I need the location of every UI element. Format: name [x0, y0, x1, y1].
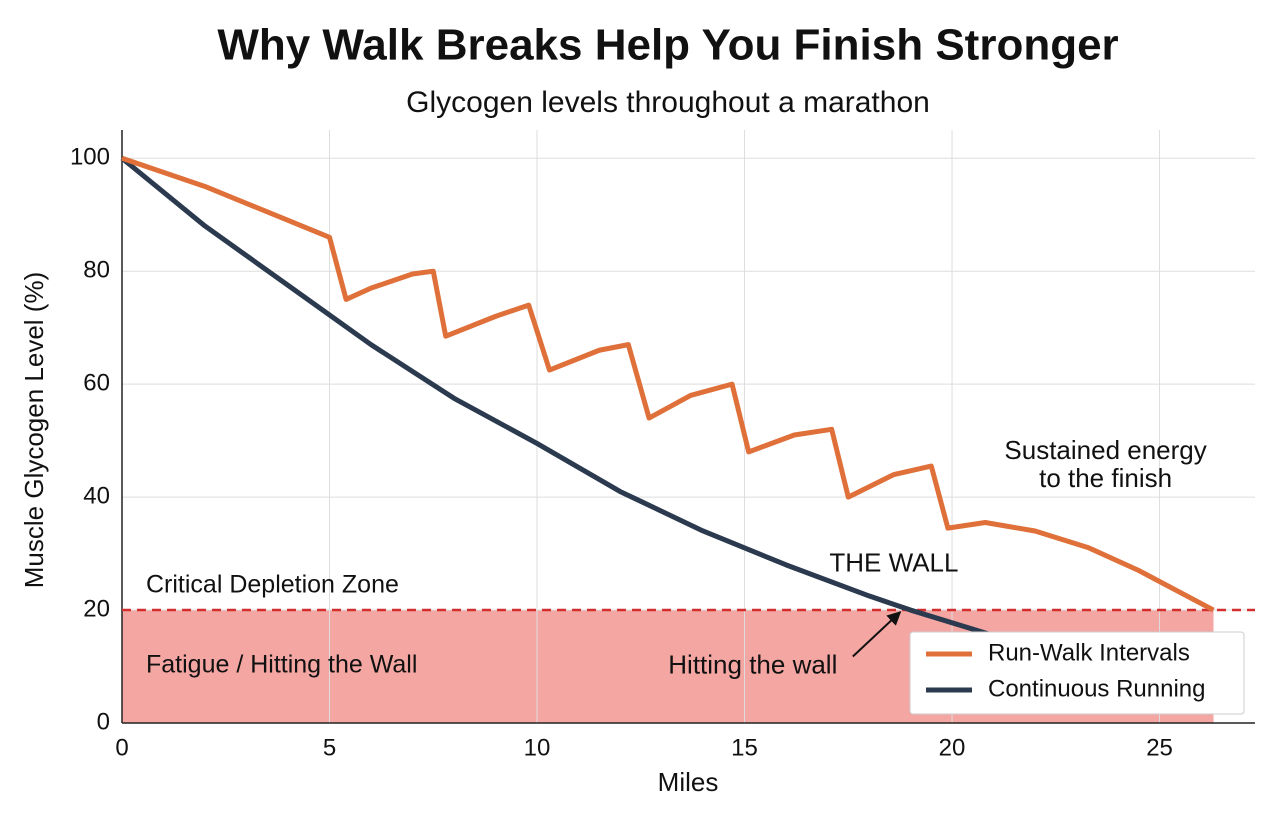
annotation: Sustained energy: [1004, 435, 1206, 465]
x-tick-label: 0: [115, 734, 128, 761]
legend-label: Run-Walk Intervals: [988, 639, 1190, 666]
annotation: Hitting the wall: [668, 649, 837, 679]
y-tick-label: 40: [83, 482, 110, 509]
x-tick-label: 10: [524, 734, 551, 761]
x-tick-label: 20: [939, 734, 966, 761]
zone-inner-label: Fatigue / Hitting the Wall: [146, 651, 417, 679]
y-tick-label: 20: [83, 595, 110, 622]
data-line: [121, 155, 1215, 613]
x-tick-label: 5: [323, 734, 336, 761]
legend-box: [909, 631, 1245, 715]
annotation: to the finish: [1039, 463, 1172, 493]
legend: Run-Walk Intervals Continuous Running: [909, 631, 1245, 715]
y-tick-label: 60: [83, 369, 110, 396]
annotation: THE WALL: [829, 548, 958, 578]
y-tick-label: 0: [97, 708, 110, 735]
x-axis-label: Miles: [658, 767, 719, 797]
data-line: [120, 156, 995, 638]
chart-title: Why Walk Breaks Help You Finish Stronger: [217, 21, 1118, 70]
y-axis-label: Muscle Glycogen Level (%): [19, 272, 49, 588]
y-tick-label: 80: [83, 257, 110, 284]
x-tick-label: 25: [1146, 734, 1173, 761]
legend-label: Continuous Running: [988, 675, 1206, 702]
zone-label: Critical Depletion Zone: [146, 571, 399, 599]
y-tick-label: 100: [70, 144, 110, 171]
annotation-arrow: [852, 611, 902, 658]
x-tick-label: 15: [731, 734, 758, 761]
chart-subtitle: Glycogen levels throughout a marathon: [406, 86, 930, 119]
